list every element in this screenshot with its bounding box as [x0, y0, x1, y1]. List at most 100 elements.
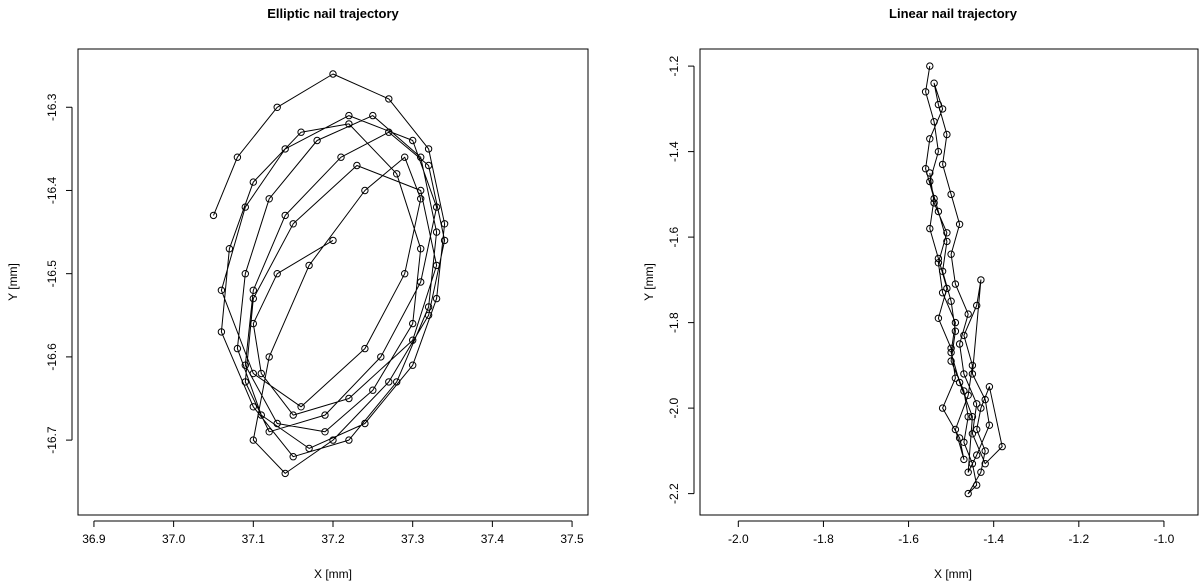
linear-data-point — [981, 447, 989, 455]
linear-data-point — [947, 190, 955, 199]
elliptic-data-point — [249, 369, 258, 378]
linear-data-point — [934, 207, 943, 216]
linear-data-point — [951, 374, 960, 382]
linear-data-point — [943, 229, 951, 237]
elliptic-data-point — [329, 70, 337, 78]
linear-data-point — [938, 160, 947, 169]
elliptic-data-point — [417, 278, 425, 286]
elliptic-data-point — [432, 294, 441, 303]
linear-data-point — [964, 413, 972, 421]
linear-data-point — [943, 130, 951, 139]
elliptic-data-point — [241, 270, 250, 278]
linear-data-point — [955, 220, 964, 229]
elliptic-panel: Elliptic nail trajectory 36.9 37.0 37.1 37.… — [6, 6, 589, 581]
elliptic-data-point — [265, 353, 273, 361]
elliptic-y-axis: -16.3 -16.4 -16.5 -16.6 -16.7 — [45, 93, 73, 454]
linear-data-point — [968, 413, 977, 421]
elliptic-data-point — [424, 145, 433, 153]
elliptic-data-point — [432, 261, 441, 270]
linear-data-point — [985, 383, 994, 391]
elliptic-data-point — [345, 436, 353, 444]
elliptic-data-point — [409, 361, 417, 369]
linear-data-point — [977, 404, 985, 412]
elliptic-data-point — [432, 203, 441, 211]
elliptic-x-tick-label: 37.5 — [560, 532, 584, 546]
elliptic-data-point — [257, 369, 265, 378]
elliptic-x-axis: 36.9 37.0 37.1 37.2 37.3 37.4 37.5 — [82, 520, 584, 546]
elliptic-data-point — [385, 378, 393, 386]
linear-data-point — [960, 455, 968, 464]
elliptic-data-point — [273, 103, 281, 112]
elliptic-data-point — [249, 294, 258, 303]
elliptic-data-point — [424, 161, 433, 170]
elliptic-data-point — [249, 319, 258, 328]
elliptic-title: Elliptic nail trajectory — [267, 6, 399, 21]
linear-data-point — [934, 259, 943, 267]
elliptic-ylabel: Y [mm] — [6, 263, 20, 301]
linear-y-tick-label: -1.2 — [667, 55, 681, 76]
linear-data-point — [964, 391, 972, 399]
linear-y-axis: -1.2 -1.4 -1.6 -1.8 -2.0 -2.2 — [667, 55, 695, 504]
linear-data-point — [938, 267, 947, 275]
linear-x-tick-label: -1.6 — [898, 532, 919, 546]
elliptic-trajectory-line — [213, 73, 446, 474]
linear-y-tick-label: -2.0 — [667, 397, 681, 418]
elliptic-data-point — [401, 270, 409, 278]
elliptic-data-point — [329, 436, 337, 444]
linear-trajectory-line — [925, 66, 1003, 495]
linear-data-point — [951, 327, 960, 335]
elliptic-y-tick-label: -16.5 — [45, 260, 59, 288]
elliptic-data-point — [209, 211, 218, 220]
linear-y-tick-label: -1.8 — [667, 312, 681, 333]
linear-x-tick-label: -1.0 — [1154, 532, 1175, 546]
linear-data-point — [943, 237, 951, 246]
elliptic-y-tick-label: -16.6 — [45, 343, 59, 371]
linear-data-point — [921, 88, 930, 96]
linear-x-tick-label: -2.0 — [728, 532, 749, 546]
elliptic-data-point — [369, 111, 377, 120]
elliptic-data-point — [361, 344, 369, 353]
elliptic-data-point — [440, 220, 449, 228]
linear-xlabel: X [mm] — [934, 567, 972, 581]
elliptic-data-point — [257, 411, 265, 419]
elliptic-x-tick-label: 37.3 — [401, 532, 425, 546]
elliptic-data-point — [409, 319, 417, 328]
elliptic-data-point — [233, 344, 242, 353]
elliptic-data-point — [345, 111, 353, 120]
linear-data-point — [930, 118, 938, 126]
elliptic-data-point — [321, 411, 329, 419]
linear-data-point — [985, 421, 994, 429]
elliptic-data-point — [385, 128, 393, 136]
elliptic-data-point — [265, 195, 273, 203]
linear-data-point — [947, 297, 955, 305]
elliptic-data-point — [361, 186, 369, 195]
linear-data-point — [926, 177, 934, 186]
elliptic-data-point — [401, 153, 409, 161]
linear-y-tick-label: -1.4 — [667, 141, 681, 162]
elliptic-data-point — [305, 261, 313, 270]
linear-x-tick-label: -1.2 — [1068, 532, 1089, 546]
elliptic-data-point — [281, 145, 289, 153]
linear-data-point — [968, 430, 977, 438]
linear-data-point — [960, 331, 968, 340]
elliptic-data-point — [393, 378, 401, 386]
elliptic-data-point — [217, 328, 226, 336]
linear-x-axis: -2.0 -1.8 -1.6 -1.4 -1.2 -1.0 — [728, 520, 1175, 546]
linear-data-point — [973, 400, 981, 408]
elliptic-x-tick-label: 37.2 — [321, 532, 345, 546]
linear-data-point — [951, 425, 960, 434]
elliptic-data-point — [361, 419, 369, 428]
linear-data-point — [934, 147, 943, 156]
elliptic-data-point — [305, 444, 313, 453]
elliptic-data-point — [289, 411, 297, 419]
elliptic-data-point — [249, 178, 258, 186]
linear-data-point — [934, 314, 943, 322]
linear-data-point — [968, 460, 977, 468]
elliptic-data-point — [353, 161, 361, 170]
elliptic-x-tick-label: 36.9 — [82, 532, 106, 546]
elliptic-data-point — [217, 286, 226, 294]
linear-data-point — [955, 378, 964, 387]
linear-data-point — [947, 348, 955, 357]
linear-plot-frame — [699, 48, 1199, 516]
elliptic-data-point — [329, 236, 337, 245]
